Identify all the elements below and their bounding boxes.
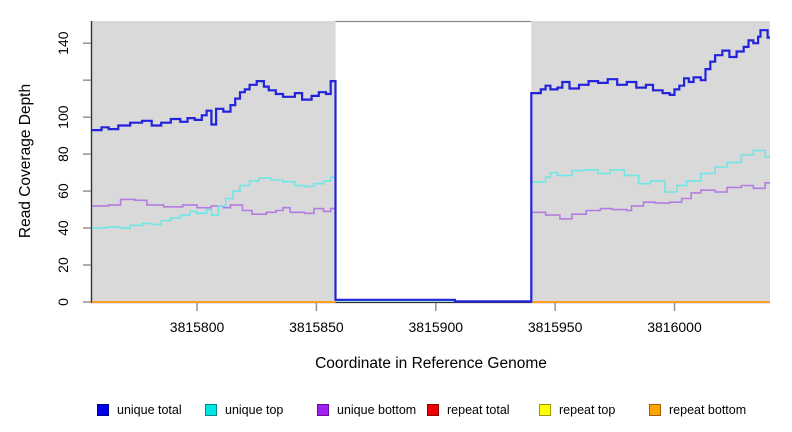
legend-swatch-unique-top — [205, 404, 217, 416]
x-tick-label: 3815800 — [170, 319, 225, 335]
series-line-unique-total — [92, 29, 770, 303]
x-tick-label: 3815950 — [528, 319, 583, 335]
legend-swatch-unique-bottom — [317, 404, 329, 416]
legend-swatch-repeat-total — [427, 404, 439, 416]
legend-item-unique-bottom: unique bottom — [317, 402, 416, 418]
x-tick-label: 3815850 — [289, 319, 344, 335]
y-tick-label: 60 — [55, 183, 71, 199]
legend-item-repeat-bottom: repeat bottom — [649, 402, 746, 418]
legend-item-repeat-top: repeat top — [539, 402, 615, 418]
legend-item-unique-top: unique top — [205, 402, 283, 418]
chart-generated-layer: 3815800 3815850 3815900 3815950 3816000 0 20 40… — [55, 20, 770, 335]
y-tick-label: 140 — [55, 31, 71, 55]
series-line-unique-top — [92, 149, 770, 303]
y-tick-label: 40 — [55, 220, 71, 236]
y-tick-label: 20 — [55, 257, 71, 273]
legend-swatch-repeat-bottom — [649, 404, 661, 416]
y-tick-label: 80 — [55, 146, 71, 162]
legend-item-repeat-total: repeat total — [427, 402, 510, 418]
legend-label: repeat bottom — [669, 403, 747, 417]
legend-swatch-unique-total — [97, 404, 109, 416]
x-axis-title: Coordinate in Reference Genome — [315, 355, 547, 372]
legend-label: unique top — [225, 403, 284, 417]
x-tick-label: 3816000 — [647, 319, 702, 335]
legend: unique total unique top unique bottom repea… — [0, 402, 792, 424]
y-tick-label: 100 — [55, 105, 71, 129]
legend-label: unique total — [117, 403, 182, 417]
legend-swatch-repeat-top — [539, 404, 551, 416]
x-tick-label: 3815900 — [409, 319, 464, 335]
legend-label: repeat total — [447, 403, 510, 417]
legend-label: unique bottom — [337, 403, 417, 417]
legend-label: repeat top — [559, 403, 616, 417]
y-tick-label: 0 — [55, 298, 71, 306]
masked-region — [335, 21, 532, 302]
y-axis-title: Read Coverage Depth — [17, 84, 34, 238]
legend-item-unique-total: unique total — [97, 402, 182, 418]
